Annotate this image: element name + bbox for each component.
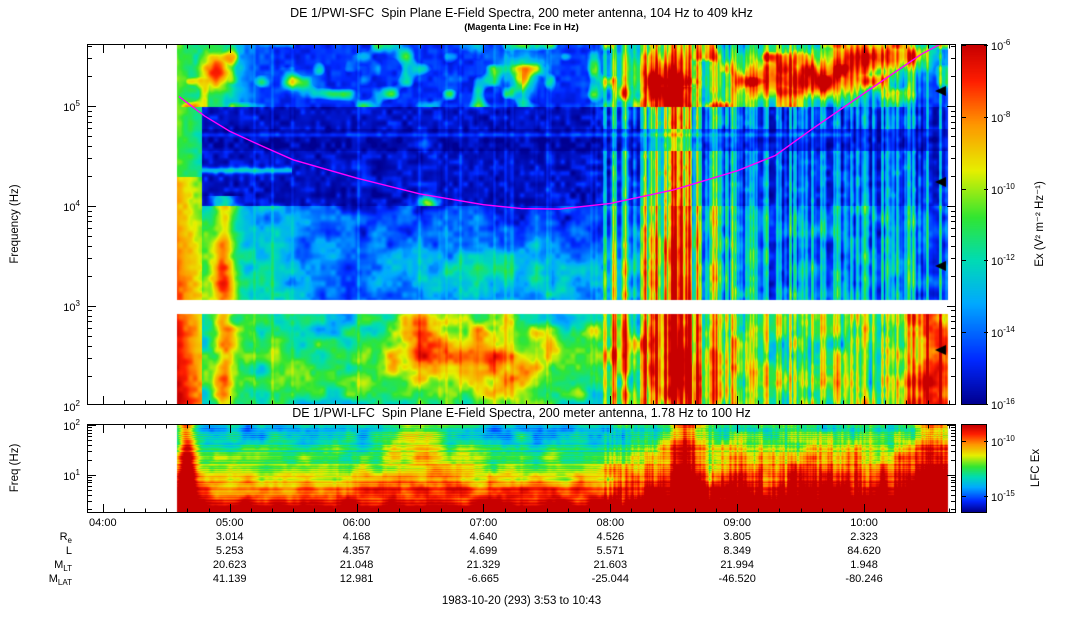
ephemeris-value: 4.640 <box>469 531 498 543</box>
sfc-ytick-label: 105 <box>63 99 80 114</box>
lfc-colorbar <box>962 425 986 512</box>
ephemeris-value: -46.520 <box>718 573 756 585</box>
ephemeris-value: 5.253 <box>215 545 244 557</box>
sfc-ytick-label: 104 <box>63 199 80 214</box>
ephemeris-value: 2.323 <box>850 531 878 543</box>
ephemeris-value: 4.168 <box>342 531 371 543</box>
x-tick-label: 09:00 <box>723 517 751 529</box>
lfc-colorbar-tick-label: 10-15 <box>991 488 1015 504</box>
x-tick-label: 07:00 <box>469 517 498 529</box>
sfc-colorbar <box>962 45 986 404</box>
ephemeris-value: 21.329 <box>466 559 501 571</box>
sfc-ytick-label: 102 <box>63 398 80 414</box>
ephemeris-value: 12.981 <box>339 573 374 585</box>
ephemeris-value: 3.014 <box>215 531 244 543</box>
ephemeris-value: 21.994 <box>720 559 755 571</box>
x-tick-label: 04:00 <box>89 517 117 529</box>
x-tick-label: 06:00 <box>342 517 371 529</box>
lfc-ytick-label: 102 <box>63 418 80 433</box>
lfc-spectrogram-canvas <box>88 425 955 512</box>
ephemeris-value: 20.623 <box>212 559 247 571</box>
ephemeris-value: 5.571 <box>596 545 625 557</box>
footer-timerange: 1983-10-20 (293) 3:53 to 10:43 <box>441 595 602 607</box>
lfc-colorbar-label: LFC Ex <box>1030 448 1042 488</box>
ephemeris-value: -25.044 <box>591 573 629 585</box>
ephemeris-value: 4.357 <box>342 545 371 557</box>
ephemeris-value: 4.699 <box>469 545 498 557</box>
ephemeris-value: 1.948 <box>850 559 878 571</box>
x-tick-label: 10:00 <box>850 517 878 529</box>
sfc-colorbar-tick-label: 10-16 <box>991 397 1015 412</box>
ephemeris-value: 8.349 <box>723 545 751 557</box>
lfc-ylabel: Freq (Hz) <box>9 443 21 493</box>
ephemeris-row-label: L <box>65 545 72 557</box>
ephemeris-value: 84.620 <box>847 545 881 557</box>
lfc-title: DE 1/PWI-LFC Spin Plane E-Field Spectra,… <box>292 406 751 420</box>
x-tick-label: 05:00 <box>215 517 244 529</box>
ephemeris-value: -80.246 <box>845 573 883 585</box>
ephemeris-row-label: MLAT <box>48 573 72 588</box>
lfc-colorbar-tick-label: 10-10 <box>991 434 1015 450</box>
ephemeris-value: 21.603 <box>593 559 628 571</box>
ephemeris-value: -6.665 <box>467 573 500 585</box>
sfc-colorbar-tick-label: 10-14 <box>991 325 1015 341</box>
sfc-colorbar-tick-label: 10-10 <box>991 181 1015 197</box>
sfc-spectrogram-canvas <box>88 45 955 404</box>
ephemeris-row-label: MLT <box>54 559 72 574</box>
x-tick-label: 08:00 <box>596 517 625 529</box>
sfc-colorbar-tick-label: 10-8 <box>991 109 1011 125</box>
ephemeris-value: 41.139 <box>212 573 247 585</box>
ephemeris-value: 3.805 <box>723 531 751 543</box>
ephemeris-row-label: Re <box>59 531 72 546</box>
lfc-ytick-label: 101 <box>63 467 80 483</box>
sfc-colorbar-label: Ex (V² m⁻² Hz⁻¹) <box>1034 181 1046 267</box>
sfc-colorbar-tick-label: 10-12 <box>991 253 1015 269</box>
sfc-subtitle: (Magenta Line: Fce in Hz) <box>464 22 579 33</box>
sfc-colorbar-tick-label: 10-6 <box>991 38 1011 53</box>
ephemeris-value: 4.526 <box>596 531 625 543</box>
sfc-title: DE 1/PWI-SFC Spin Plane E-Field Spectra,… <box>290 6 753 20</box>
sfc-ytick-label: 103 <box>63 299 80 314</box>
ephemeris-value: 21.048 <box>339 559 374 571</box>
sfc-ylabel: Frequency (Hz) <box>9 184 21 264</box>
